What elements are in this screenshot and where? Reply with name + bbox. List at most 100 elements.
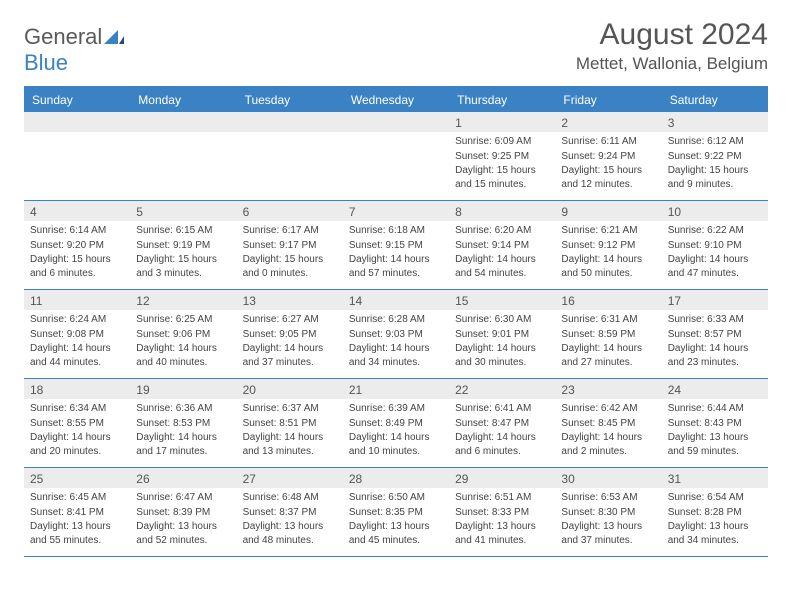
calendar-day-cell: 6Sunrise: 6:17 AMSunset: 9:17 PMDaylight… (237, 201, 343, 289)
calendar-week-row: 11Sunrise: 6:24 AMSunset: 9:08 PMDayligh… (24, 290, 768, 379)
day-number: 2 (555, 112, 661, 132)
calendar-day-cell (130, 112, 236, 200)
sunset-line: Sunset: 9:24 PM (561, 150, 655, 164)
sunrise-line: Sunrise: 6:54 AM (668, 491, 762, 505)
day-number: 23 (555, 379, 661, 399)
calendar-day-cell: 7Sunrise: 6:18 AMSunset: 9:15 PMDaylight… (343, 201, 449, 289)
daylight-line: Daylight: 14 hours and 44 minutes. (30, 342, 124, 369)
day-content: Sunrise: 6:51 AMSunset: 8:33 PMDaylight:… (449, 488, 555, 554)
sunset-line: Sunset: 9:08 PM (30, 328, 124, 342)
sunrise-line: Sunrise: 6:25 AM (136, 313, 230, 327)
logo-sail-icon (104, 24, 124, 50)
day-content: Sunrise: 6:27 AMSunset: 9:05 PMDaylight:… (237, 310, 343, 376)
day-content: Sunrise: 6:14 AMSunset: 9:20 PMDaylight:… (24, 221, 130, 287)
daylight-line: Daylight: 13 hours and 59 minutes. (668, 431, 762, 458)
title-block: August 2024 Mettet, Wallonia, Belgium (576, 18, 768, 74)
day-number: 25 (24, 468, 130, 488)
sunset-line: Sunset: 9:14 PM (455, 239, 549, 253)
calendar-day-cell: 1Sunrise: 6:09 AMSunset: 9:25 PMDaylight… (449, 112, 555, 200)
weekday-header: Tuesday (237, 88, 343, 112)
day-number: 4 (24, 201, 130, 221)
daylight-line: Daylight: 15 hours and 15 minutes. (455, 164, 549, 191)
sunrise-line: Sunrise: 6:41 AM (455, 402, 549, 416)
sunset-line: Sunset: 8:49 PM (349, 417, 443, 431)
daylight-line: Daylight: 14 hours and 27 minutes. (561, 342, 655, 369)
calendar-day-cell (237, 112, 343, 200)
calendar-day-cell: 28Sunrise: 6:50 AMSunset: 8:35 PMDayligh… (343, 468, 449, 556)
day-content: Sunrise: 6:44 AMSunset: 8:43 PMDaylight:… (662, 399, 768, 465)
daylight-line: Daylight: 14 hours and 34 minutes. (349, 342, 443, 369)
weekday-header: Wednesday (343, 88, 449, 112)
day-number: 29 (449, 468, 555, 488)
day-number (24, 112, 130, 132)
calendar-day-cell: 26Sunrise: 6:47 AMSunset: 8:39 PMDayligh… (130, 468, 236, 556)
day-content: Sunrise: 6:21 AMSunset: 9:12 PMDaylight:… (555, 221, 661, 287)
day-number: 12 (130, 290, 236, 310)
calendar-day-cell: 17Sunrise: 6:33 AMSunset: 8:57 PMDayligh… (662, 290, 768, 378)
day-content: Sunrise: 6:22 AMSunset: 9:10 PMDaylight:… (662, 221, 768, 287)
daylight-line: Daylight: 13 hours and 41 minutes. (455, 520, 549, 547)
sunset-line: Sunset: 8:53 PM (136, 417, 230, 431)
daylight-line: Daylight: 15 hours and 6 minutes. (30, 253, 124, 280)
calendar-day-cell: 25Sunrise: 6:45 AMSunset: 8:41 PMDayligh… (24, 468, 130, 556)
day-number: 7 (343, 201, 449, 221)
calendar-week-row: 4Sunrise: 6:14 AMSunset: 9:20 PMDaylight… (24, 201, 768, 290)
day-content: Sunrise: 6:33 AMSunset: 8:57 PMDaylight:… (662, 310, 768, 376)
day-content: Sunrise: 6:15 AMSunset: 9:19 PMDaylight:… (130, 221, 236, 287)
calendar-day-cell (343, 112, 449, 200)
sunset-line: Sunset: 9:10 PM (668, 239, 762, 253)
logo-text: GeneralBlue (24, 24, 124, 76)
weekday-header: Sunday (24, 88, 130, 112)
logo-text-blue: Blue (24, 50, 68, 75)
day-content: Sunrise: 6:09 AMSunset: 9:25 PMDaylight:… (449, 132, 555, 198)
day-number: 17 (662, 290, 768, 310)
day-content: Sunrise: 6:18 AMSunset: 9:15 PMDaylight:… (343, 221, 449, 287)
sunrise-line: Sunrise: 6:18 AM (349, 224, 443, 238)
day-number (237, 112, 343, 132)
calendar-day-cell: 19Sunrise: 6:36 AMSunset: 8:53 PMDayligh… (130, 379, 236, 467)
daylight-line: Daylight: 15 hours and 12 minutes. (561, 164, 655, 191)
daylight-line: Daylight: 14 hours and 54 minutes. (455, 253, 549, 280)
sunset-line: Sunset: 8:35 PM (349, 506, 443, 520)
day-number (343, 112, 449, 132)
day-number: 31 (662, 468, 768, 488)
day-number (130, 112, 236, 132)
sunset-line: Sunset: 9:19 PM (136, 239, 230, 253)
day-number: 16 (555, 290, 661, 310)
sunset-line: Sunset: 9:01 PM (455, 328, 549, 342)
day-content: Sunrise: 6:41 AMSunset: 8:47 PMDaylight:… (449, 399, 555, 465)
calendar-week-row: 1Sunrise: 6:09 AMSunset: 9:25 PMDaylight… (24, 112, 768, 201)
weekday-header: Saturday (662, 88, 768, 112)
header: GeneralBlue August 2024 Mettet, Wallonia… (24, 18, 768, 76)
sunrise-line: Sunrise: 6:11 AM (561, 135, 655, 149)
daylight-line: Daylight: 15 hours and 9 minutes. (668, 164, 762, 191)
sunset-line: Sunset: 9:03 PM (349, 328, 443, 342)
sunset-line: Sunset: 8:41 PM (30, 506, 124, 520)
sunset-line: Sunset: 8:37 PM (243, 506, 337, 520)
sunrise-line: Sunrise: 6:24 AM (30, 313, 124, 327)
sunset-line: Sunset: 9:06 PM (136, 328, 230, 342)
calendar-day-cell: 21Sunrise: 6:39 AMSunset: 8:49 PMDayligh… (343, 379, 449, 467)
day-number: 1 (449, 112, 555, 132)
sunrise-line: Sunrise: 6:17 AM (243, 224, 337, 238)
calendar-day-cell: 31Sunrise: 6:54 AMSunset: 8:28 PMDayligh… (662, 468, 768, 556)
calendar-day-cell: 29Sunrise: 6:51 AMSunset: 8:33 PMDayligh… (449, 468, 555, 556)
day-content: Sunrise: 6:45 AMSunset: 8:41 PMDaylight:… (24, 488, 130, 554)
calendar-day-cell: 3Sunrise: 6:12 AMSunset: 9:22 PMDaylight… (662, 112, 768, 200)
calendar-week-row: 18Sunrise: 6:34 AMSunset: 8:55 PMDayligh… (24, 379, 768, 468)
day-content: Sunrise: 6:50 AMSunset: 8:35 PMDaylight:… (343, 488, 449, 554)
sunrise-line: Sunrise: 6:33 AM (668, 313, 762, 327)
daylight-line: Daylight: 14 hours and 10 minutes. (349, 431, 443, 458)
day-number: 8 (449, 201, 555, 221)
sunrise-line: Sunrise: 6:30 AM (455, 313, 549, 327)
daylight-line: Daylight: 13 hours and 52 minutes. (136, 520, 230, 547)
sunset-line: Sunset: 9:25 PM (455, 150, 549, 164)
day-number: 19 (130, 379, 236, 399)
day-content: Sunrise: 6:47 AMSunset: 8:39 PMDaylight:… (130, 488, 236, 554)
sunset-line: Sunset: 9:15 PM (349, 239, 443, 253)
calendar-day-cell: 16Sunrise: 6:31 AMSunset: 8:59 PMDayligh… (555, 290, 661, 378)
daylight-line: Daylight: 15 hours and 3 minutes. (136, 253, 230, 280)
day-content: Sunrise: 6:30 AMSunset: 9:01 PMDaylight:… (449, 310, 555, 376)
day-content: Sunrise: 6:20 AMSunset: 9:14 PMDaylight:… (449, 221, 555, 287)
sunrise-line: Sunrise: 6:27 AM (243, 313, 337, 327)
